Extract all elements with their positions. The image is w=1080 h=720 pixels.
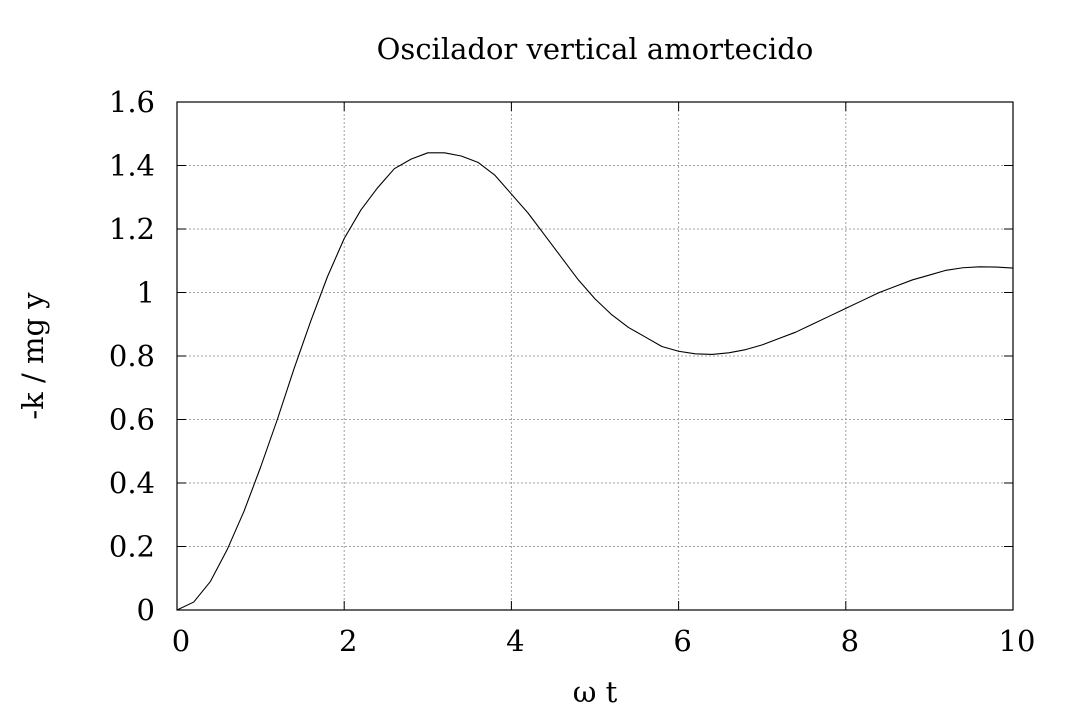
x-tick-label: 8 [841,624,859,658]
chart-title: Oscilador vertical amortecido [377,32,814,66]
y-tick-label: 1.6 [109,85,155,119]
x-axis-label: ω t [573,675,618,709]
y-tick-label: 0.4 [109,466,155,500]
ticks: 0 2 4 6 8 10 0 0.2 0.4 0.6 0.8 1 1.2 1.4 1.6 [109,85,1036,658]
y-tick-label: 1.4 [109,149,155,183]
x-tick-label: 0 [172,624,190,658]
y-tick-label: 1 [137,276,155,310]
y-tick-label: 1.2 [109,212,155,246]
x-tick-label: 6 [673,624,691,658]
y-tick-label: 0.6 [109,403,155,437]
y-axis-label: -k / mg y [16,292,50,420]
series-layer [176,152,1014,611]
x-tick-label: 2 [339,624,357,658]
series-line [176,152,1014,611]
grid [177,102,1013,610]
x-tick-label: 4 [506,624,524,658]
y-tick-label: 0.8 [109,339,155,373]
y-tick-label: 0 [137,593,155,627]
y-tick-label: 0.2 [109,530,155,564]
x-tick-label: 10 [999,624,1036,658]
